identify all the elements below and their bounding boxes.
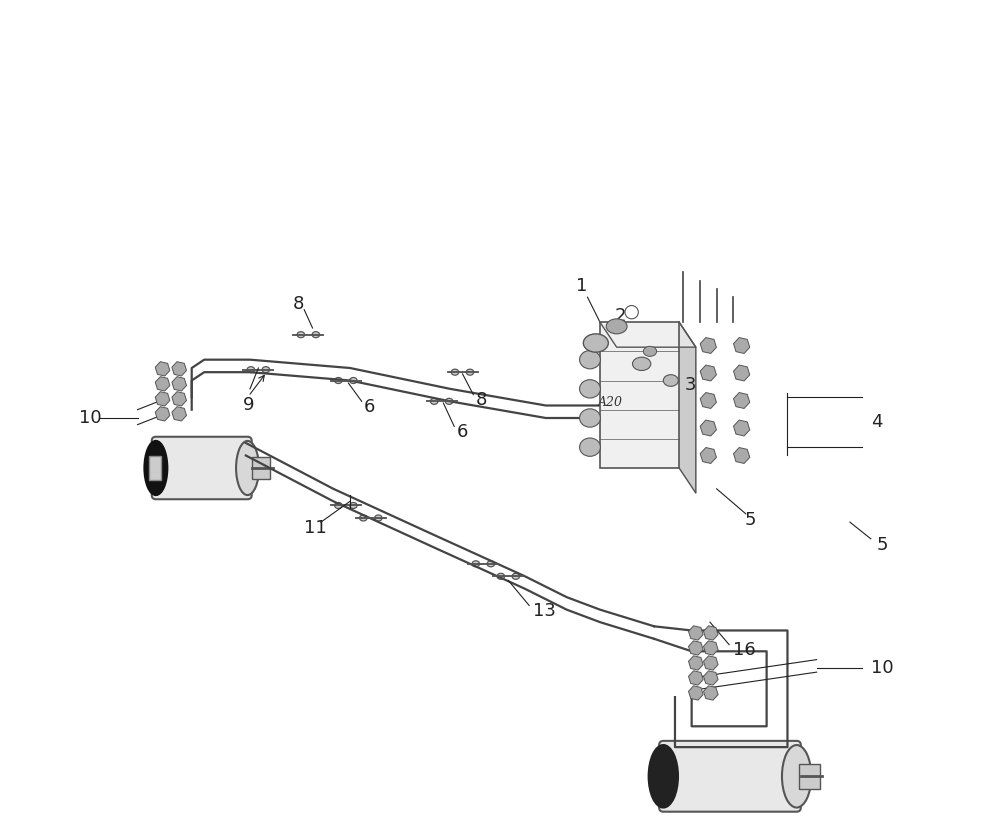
Ellipse shape — [580, 350, 600, 369]
Ellipse shape — [430, 398, 438, 405]
Ellipse shape — [335, 502, 342, 508]
Ellipse shape — [472, 561, 480, 567]
Ellipse shape — [512, 573, 520, 579]
Ellipse shape — [375, 515, 382, 521]
Ellipse shape — [580, 380, 600, 398]
Ellipse shape — [262, 367, 270, 373]
FancyBboxPatch shape — [659, 741, 801, 812]
Circle shape — [625, 305, 638, 319]
Text: 8: 8 — [476, 390, 487, 409]
Ellipse shape — [350, 502, 357, 508]
Ellipse shape — [497, 573, 505, 579]
Text: 4: 4 — [871, 413, 882, 431]
FancyBboxPatch shape — [149, 456, 161, 480]
Text: 11: 11 — [304, 519, 326, 537]
Ellipse shape — [236, 441, 259, 495]
Ellipse shape — [632, 357, 651, 370]
Bar — [600, 322, 679, 468]
Ellipse shape — [297, 332, 305, 338]
Text: 3: 3 — [684, 375, 696, 394]
Bar — [799, 764, 820, 789]
Text: 1: 1 — [576, 278, 587, 295]
Text: 6: 6 — [364, 398, 376, 416]
Ellipse shape — [445, 398, 453, 405]
Ellipse shape — [643, 346, 657, 356]
Bar — [252, 457, 270, 479]
Ellipse shape — [335, 378, 342, 384]
Ellipse shape — [466, 370, 474, 375]
Text: 16: 16 — [733, 640, 756, 659]
Text: 6: 6 — [457, 423, 468, 441]
Text: 5: 5 — [744, 511, 756, 528]
Ellipse shape — [312, 332, 320, 338]
Ellipse shape — [663, 375, 678, 386]
Ellipse shape — [580, 409, 600, 427]
Text: 2: 2 — [615, 308, 627, 325]
Ellipse shape — [487, 561, 495, 567]
Text: 9: 9 — [243, 396, 254, 415]
Text: A20: A20 — [597, 396, 622, 409]
Text: 8: 8 — [293, 295, 304, 313]
Ellipse shape — [583, 334, 608, 352]
Polygon shape — [679, 322, 696, 493]
Ellipse shape — [649, 745, 678, 808]
Ellipse shape — [360, 515, 367, 521]
Ellipse shape — [580, 438, 600, 456]
Polygon shape — [600, 322, 696, 347]
Ellipse shape — [451, 370, 459, 375]
Text: 13: 13 — [533, 602, 556, 620]
Ellipse shape — [144, 441, 167, 495]
Ellipse shape — [606, 319, 627, 334]
Ellipse shape — [247, 367, 255, 373]
Text: 10: 10 — [871, 659, 893, 677]
Ellipse shape — [782, 745, 811, 808]
Text: 10: 10 — [79, 409, 101, 427]
FancyBboxPatch shape — [152, 436, 252, 499]
Text: 5: 5 — [877, 536, 888, 553]
Ellipse shape — [350, 378, 357, 384]
